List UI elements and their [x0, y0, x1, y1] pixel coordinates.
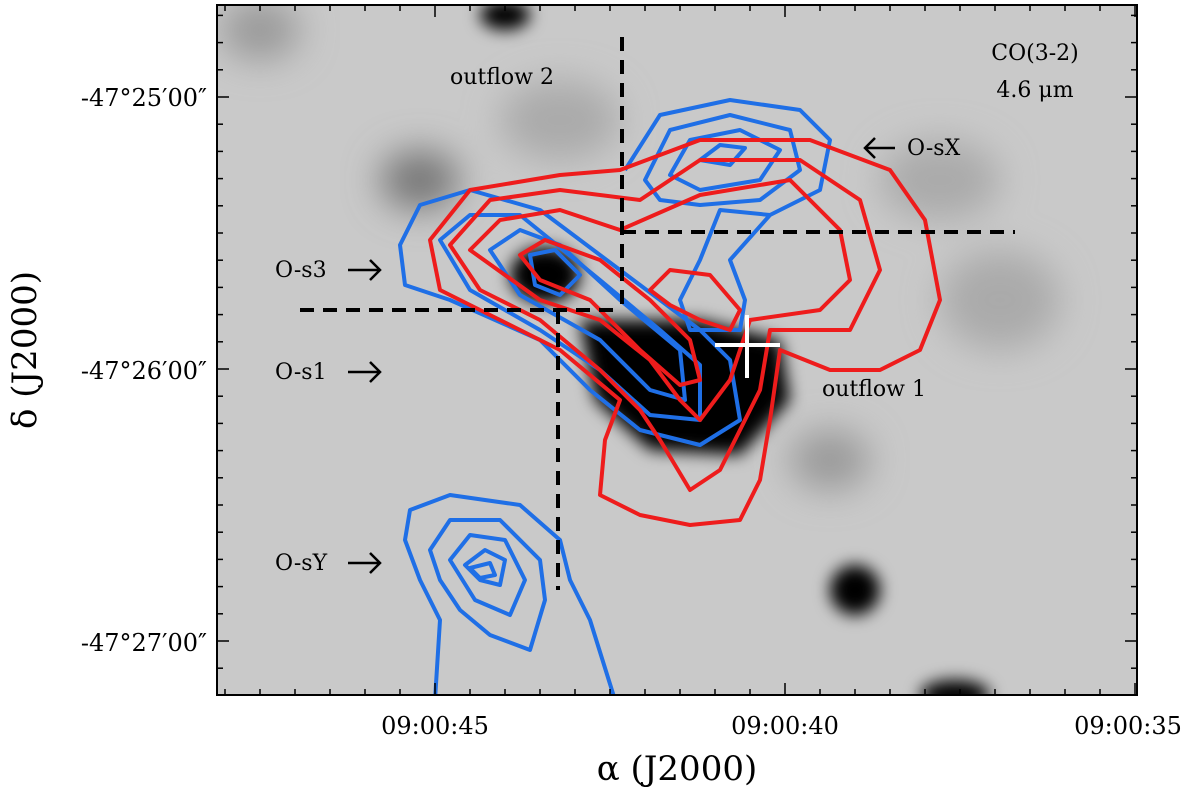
- x-tick-label: 09:00:40: [731, 712, 839, 740]
- marker: [715, 315, 780, 378]
- frame: [216, 4, 1138, 696]
- red-contours: [428, 138, 942, 527]
- dashed-lines: [300, 37, 1015, 590]
- y-tick-label: -47°25′00″: [81, 84, 207, 112]
- annotation: 4.6 μm: [996, 78, 1073, 103]
- annotation: O-sY: [275, 551, 328, 576]
- annotation: O-s3: [275, 258, 327, 283]
- x-axis-label: α (J2000): [597, 749, 757, 789]
- x-tick-label: 09:00:35: [1074, 712, 1182, 740]
- annotation: CO(3-2): [991, 41, 1078, 66]
- y-tick-label: -47°27′00″: [81, 629, 207, 657]
- ticks: [217, 5, 1137, 695]
- image: [217, 5, 1137, 695]
- arrows: [348, 137, 895, 574]
- annotation: outflow 1: [822, 377, 926, 402]
- annotation: outflow 2: [450, 65, 554, 90]
- y-axis-label: δ (J2000): [5, 271, 45, 429]
- annotation: O-sX: [907, 136, 961, 161]
- x-tick-label: 09:00:45: [381, 712, 489, 740]
- y-tick-label: -47°26′00″: [81, 357, 207, 385]
- blue-contours: [398, 98, 832, 695]
- annotation: O-s1: [275, 360, 327, 385]
